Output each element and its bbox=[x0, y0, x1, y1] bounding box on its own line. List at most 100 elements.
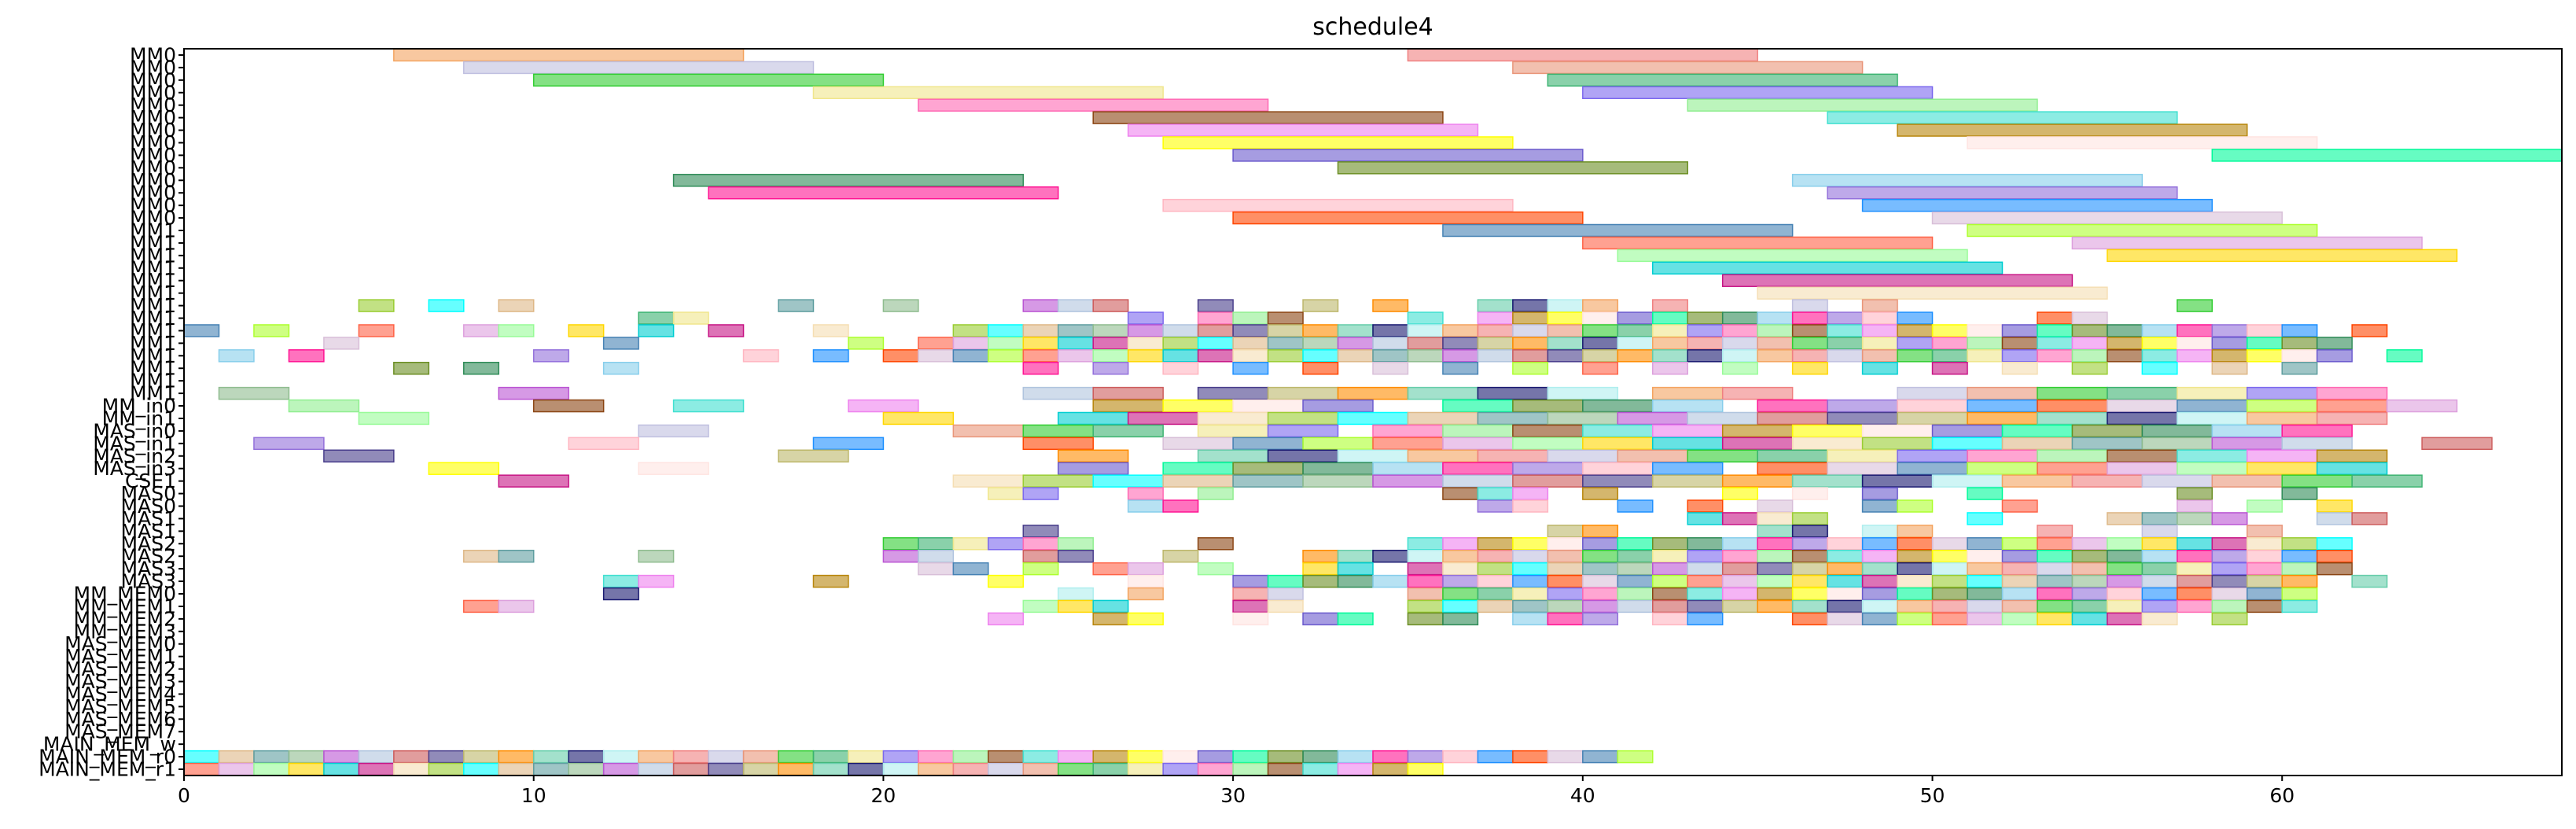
task-bar bbox=[2211, 512, 2248, 525]
task-bar bbox=[2247, 599, 2283, 613]
task-bar bbox=[882, 299, 919, 312]
task-bar bbox=[1512, 437, 1584, 451]
task-bar bbox=[2001, 599, 2038, 613]
task-bar bbox=[1197, 424, 1269, 438]
task-bar bbox=[2247, 562, 2283, 576]
task-bar bbox=[428, 750, 465, 764]
task-bar bbox=[1967, 512, 2004, 525]
task-bar bbox=[1512, 61, 1864, 75]
task-bar bbox=[1058, 549, 1094, 563]
task-bar bbox=[2386, 349, 2423, 363]
task-bar bbox=[463, 324, 499, 337]
task-bar bbox=[2071, 537, 2108, 551]
task-bar bbox=[1967, 223, 2318, 238]
task-bar bbox=[1967, 386, 2038, 400]
task-bar bbox=[1477, 449, 1549, 462]
task-bar bbox=[1442, 424, 1514, 438]
task-bar bbox=[1582, 474, 1654, 488]
task-bar bbox=[1931, 599, 1968, 613]
task-bar bbox=[1931, 349, 1968, 363]
task-bar bbox=[1687, 562, 1724, 576]
task-bar bbox=[1127, 311, 1164, 325]
task-bar bbox=[638, 424, 709, 438]
y-tick-label: MM_MEM0 bbox=[74, 583, 176, 606]
task-bar bbox=[1547, 587, 1584, 601]
task-bar bbox=[2351, 474, 2423, 488]
task-bar bbox=[602, 762, 639, 776]
task-bar bbox=[1547, 562, 1584, 576]
task-bar bbox=[183, 762, 220, 776]
task-bar bbox=[2141, 512, 2178, 525]
task-bar bbox=[1197, 349, 1234, 363]
task-bar bbox=[2037, 587, 2074, 601]
task-bar bbox=[1232, 612, 1269, 626]
task-bar bbox=[1372, 362, 1409, 375]
task-bar bbox=[2141, 474, 2214, 488]
task-bar bbox=[1022, 386, 1094, 400]
task-bar bbox=[1652, 324, 1688, 337]
task-bar bbox=[1232, 349, 1269, 363]
task-bar bbox=[1721, 562, 1758, 576]
x-tick-label: 30 bbox=[1220, 784, 1246, 807]
task-bar bbox=[1582, 337, 1619, 350]
task-bar bbox=[1022, 474, 1094, 488]
task-bar bbox=[1861, 362, 1898, 375]
task-bar bbox=[1757, 587, 1794, 601]
y-tick-label: MAS0 bbox=[121, 482, 176, 505]
task-bar bbox=[602, 574, 639, 588]
task-bar bbox=[1861, 337, 1898, 350]
task-bar bbox=[1022, 437, 1094, 451]
task-bar bbox=[1512, 537, 1549, 551]
task-bar bbox=[2211, 549, 2248, 563]
task-bar bbox=[1477, 562, 1514, 576]
task-bar bbox=[2247, 337, 2283, 350]
task-bar bbox=[1582, 487, 1619, 500]
task-bar bbox=[1302, 437, 1374, 451]
task-bar bbox=[1477, 599, 1514, 613]
task-bar bbox=[1617, 449, 1688, 462]
task-bar bbox=[2211, 337, 2248, 350]
task-bar bbox=[1582, 236, 1934, 250]
y-tick-label: MM0 bbox=[130, 144, 176, 167]
y-tick-label: MM1 bbox=[130, 219, 176, 242]
task-bar bbox=[2037, 449, 2108, 462]
task-bar bbox=[1407, 750, 1444, 764]
task-bar bbox=[1791, 599, 1828, 613]
task-bar bbox=[1931, 474, 2004, 488]
task-bar bbox=[1162, 474, 1234, 488]
task-bar bbox=[1757, 449, 1828, 462]
task-bar bbox=[1022, 324, 1059, 337]
task-bar bbox=[1861, 549, 1898, 563]
x-tick-label: 40 bbox=[1570, 784, 1595, 807]
task-bar bbox=[2001, 587, 2038, 601]
y-tick-label: MM0 bbox=[130, 68, 176, 91]
task-bar bbox=[1547, 525, 1584, 538]
task-bar bbox=[1861, 311, 1898, 325]
task-bar bbox=[2177, 449, 2248, 462]
task-bar bbox=[2177, 574, 2214, 588]
task-bar bbox=[288, 750, 325, 764]
task-bar bbox=[1547, 73, 1898, 87]
task-bar bbox=[2001, 324, 2038, 337]
task-bar bbox=[952, 537, 989, 551]
task-bar bbox=[918, 562, 955, 576]
task-bar bbox=[1861, 299, 1898, 312]
task-bar bbox=[1512, 474, 1584, 488]
task-bar bbox=[1302, 762, 1339, 776]
task-bar bbox=[2211, 349, 2248, 363]
task-bar bbox=[2247, 537, 2283, 551]
task-bar bbox=[1058, 599, 1094, 613]
task-bar bbox=[1022, 762, 1059, 776]
task-bar bbox=[1407, 587, 1444, 601]
task-bar bbox=[2316, 499, 2353, 513]
task-bar bbox=[1232, 437, 1304, 451]
task-bar bbox=[1617, 337, 1654, 350]
task-bar bbox=[1232, 311, 1269, 325]
task-bar bbox=[498, 386, 569, 400]
task-bar bbox=[1302, 362, 1339, 375]
task-bar bbox=[2281, 562, 2318, 576]
task-bar bbox=[1092, 750, 1129, 764]
task-bar bbox=[1022, 750, 1059, 764]
task-bar bbox=[1652, 437, 1724, 451]
task-bar bbox=[1652, 574, 1688, 588]
